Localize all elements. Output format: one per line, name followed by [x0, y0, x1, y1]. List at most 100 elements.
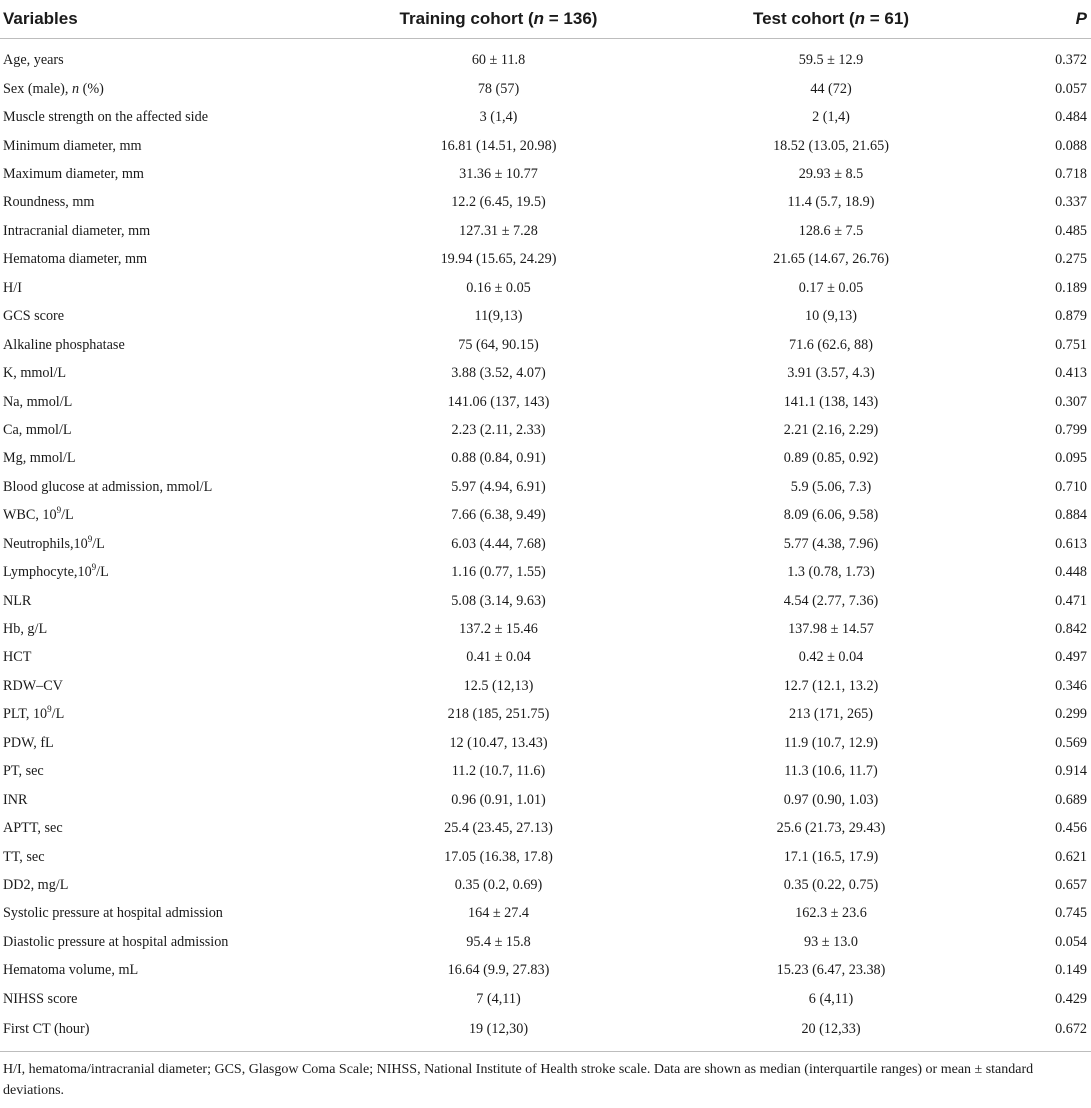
cell-training-value: 5.08 (3.14, 9.63) — [451, 592, 546, 609]
table-row: Na, mmol/L 141.06 (137, 143) 141.1 (138, 1… — [0, 388, 1091, 416]
cell-variable: K, mmol/L — [3, 365, 67, 382]
table-row: Lymphocyte,109/L 1.16 (0.77, 1.55) 1.3 (0.… — [0, 558, 1091, 586]
cell-test-value: 18.52 (13.05, 21.65) — [773, 137, 889, 154]
table-row: TT, sec 17.05 (16.38, 17.8) 17.1 (16.5, 17… — [0, 843, 1091, 871]
cell-variable: Mg, mmol/L — [3, 450, 76, 467]
table-row: Intracranial diameter, mm 127.31 ± 7.28 12… — [0, 217, 1091, 245]
cell-variable: Diastolic pressure at hospital admission — [3, 933, 229, 950]
cell-p-value: 0.745 — [1055, 905, 1087, 922]
header-p-value: P — [995, 0, 1091, 39]
table-row: NLR 5.08 (3.14, 9.63) 4.54 (2.77, 7.36) 0.4… — [0, 587, 1091, 615]
header-training-cohort: Training cohort (n = 136) — [330, 0, 667, 39]
cell-p-value: 0.054 — [1055, 933, 1087, 950]
cell-training-value: 0.16 ± 0.05 — [466, 279, 531, 296]
cell-p-value: 0.621 — [1055, 848, 1087, 865]
cell-p-value: 0.914 — [1055, 763, 1087, 780]
cell-variable: GCS score — [3, 308, 65, 325]
cell-p-value: 0.057 — [1055, 80, 1087, 97]
cell-variable: Na, mmol/L — [3, 393, 73, 410]
table-row: Maximum diameter, mm 31.36 ± 10.77 29.93 ±… — [0, 160, 1091, 188]
cell-test-value: 11.9 (10.7, 12.9) — [783, 734, 879, 751]
cell-training-value: 3 (1,4) — [479, 109, 518, 126]
header-variables: Variables — [0, 0, 330, 39]
cell-p-value: 0.275 — [1055, 251, 1087, 268]
cell-variable: PDW, fL — [3, 734, 54, 751]
cell-p-value: 0.307 — [1055, 393, 1087, 410]
cell-p-value: 0.471 — [1055, 592, 1087, 609]
cell-variable: Neutrophils,109/L — [3, 533, 105, 552]
cell-training-value: 16.81 (14.51, 20.98) — [440, 137, 557, 154]
cell-variable: APTT, sec — [3, 820, 63, 837]
cell-p-value: 0.497 — [1055, 649, 1087, 666]
table-row: PDW, fL 12 (10.47, 13.43) 11.9 (10.7, 12.9… — [0, 729, 1091, 757]
table-footer: H/I, hematoma/intracranial diameter; GCS… — [0, 1051, 1091, 1102]
cell-p-value: 0.337 — [1055, 194, 1087, 211]
cell-training-value: 17.05 (16.38, 17.8) — [444, 848, 553, 865]
cell-test-value: 4.54 (2.77, 7.36) — [783, 592, 879, 609]
cell-p-value: 0.484 — [1055, 109, 1087, 126]
cell-training-value: 12.5 (12,13) — [463, 677, 534, 694]
cell-test-value: 0.89 (0.85, 0.92) — [783, 450, 879, 467]
cell-training-value: 31.36 ± 10.77 — [459, 166, 538, 183]
cell-test-value: 93 ± 13.0 — [804, 933, 858, 950]
cell-training-value: 12 (10.47, 13.43) — [449, 734, 548, 751]
cell-variable: Alkaline phosphatase — [3, 336, 125, 353]
cell-test-value: 213 (171, 265) — [789, 706, 873, 723]
cell-test-value: 6 (4,11) — [808, 990, 854, 1007]
cell-test-value: 71.6 (62.6, 88) — [789, 336, 873, 353]
cell-test-value: 141.1 (138, 143) — [783, 393, 879, 410]
cell-p-value: 0.149 — [1055, 962, 1087, 979]
table-row: Hematoma diameter, mm 19.94 (15.65, 24.29… — [0, 246, 1091, 274]
table-row: K, mmol/L 3.88 (3.52, 4.07) 3.91 (3.57, 4.… — [0, 359, 1091, 387]
cell-training-value: 25.4 (23.45, 27.13) — [444, 820, 553, 837]
cell-p-value: 0.448 — [1055, 564, 1087, 581]
table-row: HCT 0.41 ± 0.04 0.42 ± 0.04 0.497 — [0, 644, 1091, 672]
cell-p-value: 0.710 — [1055, 478, 1087, 495]
cell-variable: Hb, g/L — [3, 621, 48, 638]
cell-variable: Roundness, mm — [3, 194, 95, 211]
cell-p-value: 0.842 — [1055, 621, 1087, 638]
cell-p-value: 0.689 — [1055, 791, 1087, 808]
cell-p-value: 0.346 — [1055, 677, 1087, 694]
table-row: APTT, sec 25.4 (23.45, 27.13) 25.6 (21.73,… — [0, 814, 1091, 842]
cell-p-value: 0.879 — [1055, 308, 1087, 325]
table-row: Hematoma volume, mL 16.64 (9.9, 27.83) 15.… — [0, 957, 1091, 985]
table-row: Neutrophils,109/L 6.03 (4.44, 7.68) 5.77 (… — [0, 530, 1091, 558]
cell-test-value: 0.42 ± 0.04 — [798, 649, 864, 666]
cell-training-value: 218 (185, 251.75) — [447, 706, 550, 723]
cell-variable: Maximum diameter, mm — [3, 166, 144, 183]
cell-variable: NLR — [3, 592, 32, 609]
cell-training-value: 7.66 (6.38, 9.49) — [451, 507, 546, 524]
table-row: Systolic pressure at hospital admission 1… — [0, 900, 1091, 928]
cell-variable: Minimum diameter, mm — [3, 137, 142, 154]
footnote-row: H/I, hematoma/intracranial diameter; GCS… — [0, 1051, 1091, 1102]
cell-test-value: 15.23 (6.47, 23.38) — [776, 962, 886, 979]
cell-variable: Age, years — [3, 51, 64, 68]
cell-p-value: 0.657 — [1055, 876, 1087, 893]
cell-training-value: 60 ± 11.8 — [471, 51, 526, 68]
header-test-cohort: Test cohort (n = 61) — [667, 0, 995, 39]
cell-training-value: 78 (57) — [477, 80, 520, 97]
cell-p-value: 0.372 — [1055, 51, 1087, 68]
cell-test-value: 25.6 (21.73, 29.43) — [776, 820, 886, 837]
cell-variable: INR — [3, 791, 28, 808]
table-row: RDW–CV 12.5 (12,13) 12.7 (12.1, 13.2) 0.346 — [0, 672, 1091, 700]
cell-variable: RDW–CV — [3, 677, 63, 694]
cell-variable: First CT (hour) — [3, 1020, 90, 1037]
cell-variable: Hematoma diameter, mm — [3, 251, 148, 268]
table-row: Mg, mmol/L 0.88 (0.84, 0.91) 0.89 (0.85, 0… — [0, 445, 1091, 473]
table-row: Hb, g/L 137.2 ± 15.46 137.98 ± 14.57 0.842 — [0, 615, 1091, 643]
cell-test-value: 8.09 (6.06, 9.58) — [783, 507, 879, 524]
table-row: Ca, mmol/L 2.23 (2.11, 2.33) 2.21 (2.16, 2… — [0, 416, 1091, 444]
table-row: Blood glucose at admission, mmol/L 5.97 (… — [0, 473, 1091, 501]
cell-variable: Intracranial diameter, mm — [3, 222, 151, 239]
table-row: Minimum diameter, mm 16.81 (14.51, 20.98)… — [0, 132, 1091, 160]
table-row: First CT (hour) 19 (12,30) 20 (12,33) 0.672 — [0, 1013, 1091, 1052]
cell-training-value: 137.2 ± 15.46 — [459, 621, 538, 638]
cell-test-value: 2.21 (2.16, 2.29) — [783, 421, 879, 438]
cell-test-value: 5.9 (5.06, 7.3) — [790, 478, 872, 495]
table-row: INR 0.96 (0.91, 1.01) 0.97 (0.90, 1.03) 0.6… — [0, 786, 1091, 814]
table-row: Roundness, mm 12.2 (6.45, 19.5) 11.4 (5.7,… — [0, 189, 1091, 217]
